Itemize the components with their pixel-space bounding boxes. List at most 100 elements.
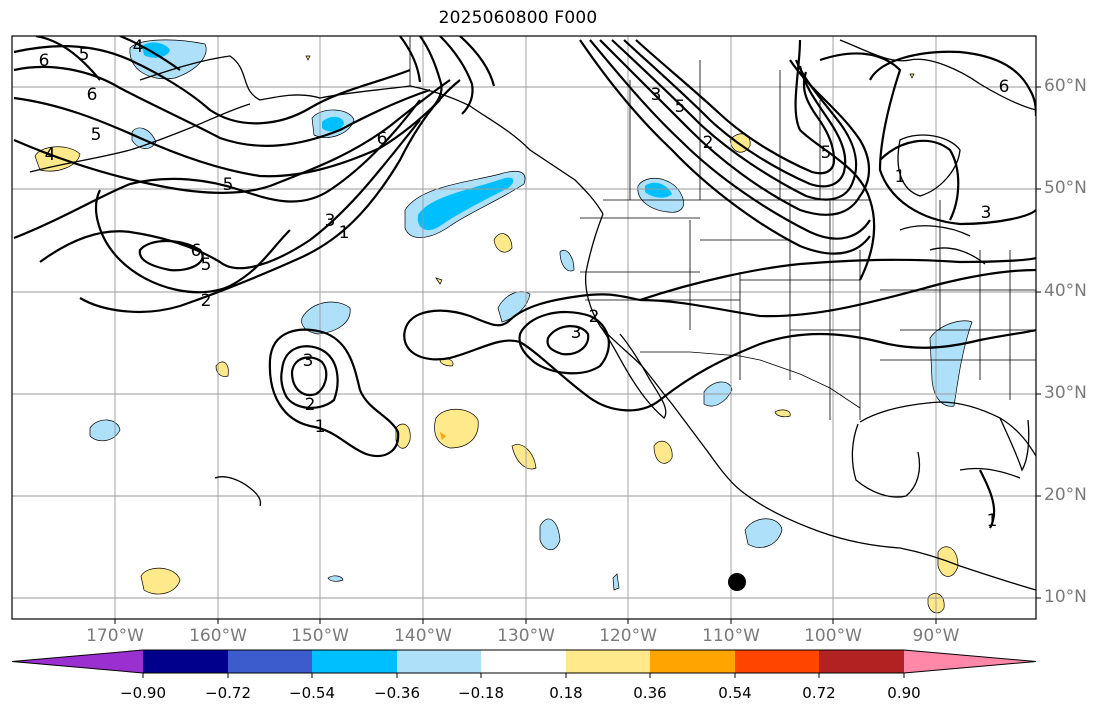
contour-line [280, 345, 339, 409]
colorbar-label: −0.72 [205, 684, 251, 702]
contour-label: 4 [133, 37, 144, 57]
colorbar-segment [143, 650, 228, 673]
contour-label: 2 [305, 395, 316, 415]
contour-label: 5 [201, 255, 212, 275]
contour-label: 6 [39, 51, 50, 71]
contour-label: 6 [999, 77, 1010, 97]
map-frame [11, 35, 1037, 620]
contour-label: 5 [675, 97, 686, 117]
contour-label: 3 [981, 203, 992, 223]
contour-line [589, 39, 871, 240]
contour-line [639, 256, 1036, 302]
anomaly-blob [645, 182, 672, 198]
anomaly-blob [909, 73, 915, 79]
contour-line [419, 36, 443, 111]
anomaly-blob [493, 233, 513, 253]
great-lakes [899, 225, 986, 265]
greenland-coast [839, 39, 1036, 111]
colorbar-label: 0.54 [718, 684, 752, 702]
baja-peninsula [599, 325, 667, 419]
anomaly-blob [322, 116, 344, 132]
colorbar-segment [312, 650, 397, 673]
anomaly-blob [140, 567, 181, 595]
contour-line [794, 39, 876, 281]
contour-line [39, 119, 421, 270]
lat-label-30: 30°N [1044, 383, 1087, 403]
contour-line [623, 39, 847, 188]
lon-label-100w: 100°W [804, 626, 862, 646]
contour-line [290, 356, 328, 397]
contour-line [403, 293, 1036, 412]
contour-label: 6 [191, 241, 202, 261]
lat-label-40: 40°N [1044, 281, 1087, 301]
contour-label: 5 [223, 175, 234, 195]
anomaly-blob [395, 423, 411, 449]
colorbar-label: 0.18 [549, 684, 583, 702]
colorbar-segment [481, 650, 566, 673]
alaska-coast [139, 55, 604, 215]
lat-label-20: 20°N [1044, 485, 1087, 505]
hawaii [214, 476, 262, 507]
contour-label: 3 [303, 351, 314, 371]
contour-line [518, 310, 610, 375]
colorbar-segment [397, 650, 481, 673]
contour-line [13, 45, 411, 125]
florida [999, 417, 1030, 472]
contour-line [869, 50, 1036, 117]
us-mexico-border [640, 351, 861, 409]
contour-label: 2 [589, 307, 600, 327]
contour-labels: 6 5 4 6 5 4 5 6 5 2 3 1 6 5 3 2 1 3 2 3 … [39, 37, 1010, 531]
colorbar-extend-max [904, 650, 1036, 673]
lon-label-170w: 170°W [86, 626, 144, 646]
colorbar-label: 0.90 [887, 684, 921, 702]
na-west-coast [584, 213, 1036, 591]
gulf-of-mexico-coast [851, 401, 1036, 498]
contour-label: 1 [895, 167, 906, 187]
tick-marks [114, 86, 1041, 624]
lon-label-120w: 120°W [599, 626, 657, 646]
contour-line [268, 328, 400, 458]
lat-label-60: 60°N [1044, 76, 1087, 96]
lat-label-50: 50°N [1044, 178, 1087, 198]
contour-line [138, 240, 204, 272]
contour-line [13, 79, 451, 194]
contour-label: 6 [377, 129, 388, 149]
cuba [959, 467, 1021, 479]
contour-line [119, 36, 181, 71]
contour-line [399, 36, 422, 83]
colorbar-label: 0.72 [802, 684, 836, 702]
contour-label: 5 [91, 125, 102, 145]
anomaly-blob [653, 440, 673, 464]
anomaly-blob [929, 320, 973, 407]
contour-line [95, 189, 291, 294]
contour-line [635, 39, 836, 175]
anomaly-blob [440, 432, 446, 440]
anomaly-blob [301, 301, 351, 335]
contour-label: 3 [651, 85, 662, 105]
colorbar-label: −0.54 [289, 684, 335, 702]
colorbar-segment [228, 650, 312, 673]
hudson-bay [897, 134, 961, 197]
contour-line [639, 268, 1036, 318]
contour-label: 1 [339, 223, 350, 243]
contour-line [979, 469, 996, 529]
colorbar-segment [566, 650, 650, 673]
colorbar-extend-min [12, 650, 143, 673]
contour-label: 1 [987, 511, 998, 531]
anomaly-blob [305, 55, 311, 61]
contour-line [546, 325, 590, 356]
contour-line [13, 96, 441, 178]
page-title: 2025060800 F000 [438, 8, 598, 28]
anomaly-blob [539, 518, 561, 551]
anomaly-blob [142, 42, 170, 58]
lon-label-140w: 140°W [394, 626, 452, 646]
contour-label: 5 [79, 45, 90, 65]
province-lines [409, 36, 821, 200]
contour-line [79, 79, 461, 314]
lon-label-90w: 90°W [912, 626, 960, 646]
contour-label: 4 [45, 145, 56, 165]
contour-label: 2 [201, 291, 212, 311]
lon-label-130w: 130°W [497, 626, 555, 646]
contour-label: 3 [571, 323, 582, 343]
